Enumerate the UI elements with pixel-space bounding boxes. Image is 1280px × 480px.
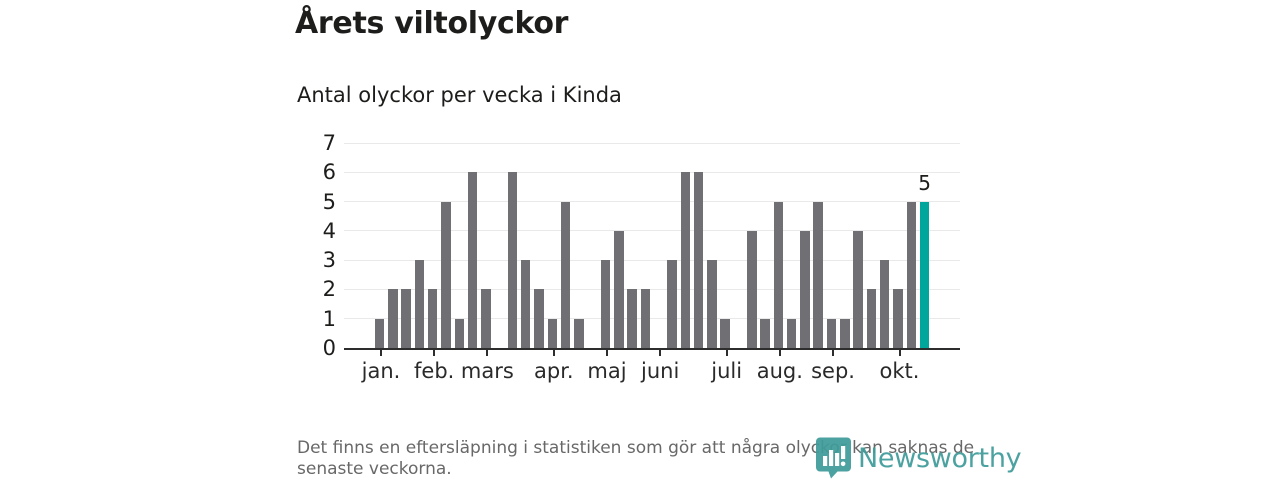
x-tick-sep bbox=[832, 349, 835, 356]
bar-week-34 bbox=[813, 201, 823, 348]
bar-week-20 bbox=[627, 289, 637, 348]
y-axis-label-7: 7 bbox=[322, 131, 336, 155]
x-tick-maj bbox=[606, 349, 608, 356]
newsworthy-logo: Newsworthy bbox=[815, 437, 1022, 479]
bar-week-23 bbox=[667, 260, 677, 348]
x-tick-aug bbox=[778, 349, 781, 356]
bar-week-26 bbox=[707, 260, 717, 348]
y-axis-label-1: 1 bbox=[322, 306, 336, 331]
bar-week-11 bbox=[507, 172, 518, 348]
bar-week-2 bbox=[388, 289, 398, 348]
bar-week-1 bbox=[374, 318, 385, 348]
x-axis-label-feb: feb. bbox=[414, 359, 455, 383]
y-axis-label-5: 5 bbox=[322, 189, 336, 214]
x-axis-label-juli: juli bbox=[711, 359, 743, 383]
x-axis-label-mars: mars bbox=[460, 359, 514, 383]
highlight-value-label: 5 bbox=[918, 171, 931, 195]
bar-week-3 bbox=[401, 289, 411, 348]
chart-title: Årets viltolyckor bbox=[295, 6, 569, 41]
y-axis-label-6: 6 bbox=[322, 160, 336, 185]
gridline-y7 bbox=[344, 142, 960, 144]
gridline-y6 bbox=[344, 171, 960, 173]
y-axis-label-2: 2 bbox=[322, 277, 336, 302]
x-axis-label-juni: juni bbox=[641, 359, 680, 383]
x-tick-feb bbox=[433, 349, 436, 356]
y-axis-label-0: 0 bbox=[322, 336, 336, 360]
highlighted-bar-week-42 bbox=[919, 201, 930, 348]
bar-chart-plot-area bbox=[344, 142, 960, 350]
bar-week-9 bbox=[481, 289, 491, 348]
bar-week-4 bbox=[414, 260, 425, 348]
bar-week-38 bbox=[866, 289, 877, 348]
newsworthy-wordmark: Newsworthy bbox=[858, 442, 1022, 474]
bar-week-29 bbox=[747, 230, 757, 348]
bar-week-32 bbox=[786, 318, 797, 348]
bar-week-15 bbox=[560, 201, 571, 348]
bar-week-5 bbox=[427, 289, 438, 348]
x-axis-label-maj: maj bbox=[587, 359, 627, 383]
chart-subtitle: Antal olyckor per vecka i Kinda bbox=[297, 83, 622, 107]
x-tick-okt bbox=[898, 349, 901, 356]
bar-week-6 bbox=[441, 201, 451, 348]
y-axis-labels: 0 1 2 3 4 5 6 7 bbox=[298, 131, 336, 360]
x-tick-apr bbox=[552, 349, 555, 356]
bar-week-19 bbox=[614, 230, 624, 348]
bar-week-40 bbox=[893, 289, 903, 348]
gridline-y1 bbox=[344, 318, 960, 320]
bar-week-7 bbox=[454, 318, 465, 348]
x-axis-label-jan: jan. bbox=[361, 359, 401, 383]
bar-week-41 bbox=[906, 201, 917, 348]
bar-week-36 bbox=[840, 318, 850, 348]
bar-week-18 bbox=[600, 260, 611, 348]
x-tick-juni bbox=[659, 349, 662, 356]
bar-week-37 bbox=[853, 230, 863, 348]
bar-week-12 bbox=[520, 260, 531, 348]
bar-week-25 bbox=[693, 172, 704, 348]
bar-week-21 bbox=[640, 289, 651, 348]
bar-week-8 bbox=[467, 172, 478, 348]
footnote: Det finns en eftersläpning i statistiken… bbox=[297, 438, 975, 479]
x-axis-line bbox=[344, 347, 960, 350]
x-tick-jan bbox=[380, 349, 382, 356]
y-axis-label-4: 4 bbox=[322, 218, 336, 243]
bar-week-16 bbox=[574, 318, 584, 348]
bar-week-27 bbox=[720, 318, 730, 348]
gridline-y3 bbox=[344, 259, 960, 261]
x-axis-label-sep: sep. bbox=[811, 359, 855, 383]
bar-week-33 bbox=[800, 230, 810, 348]
y-axis-label-3: 3 bbox=[322, 248, 336, 273]
bar-week-31 bbox=[773, 201, 784, 348]
bar-week-30 bbox=[760, 318, 770, 348]
x-axis-label-okt: okt. bbox=[879, 359, 920, 383]
x-tick-mars bbox=[486, 349, 489, 356]
bar-week-14 bbox=[547, 318, 558, 348]
x-tick-juli bbox=[725, 349, 728, 356]
x-axis-label-apr: apr. bbox=[534, 359, 574, 383]
gridline-y5 bbox=[344, 201, 960, 203]
x-axis-label-aug: aug. bbox=[756, 359, 803, 383]
gridline-y2 bbox=[344, 288, 960, 290]
newsworthy-pin-barchart-icon bbox=[816, 437, 851, 479]
bar-week-39 bbox=[879, 260, 890, 348]
bar-week-24 bbox=[680, 172, 691, 348]
bar-week-35 bbox=[826, 318, 837, 348]
gridline-y4 bbox=[344, 230, 960, 232]
bar-week-13 bbox=[534, 289, 544, 348]
